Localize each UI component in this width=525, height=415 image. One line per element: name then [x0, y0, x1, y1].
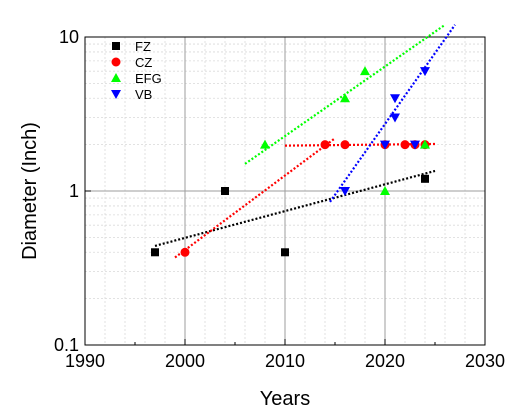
data-point-efg: [380, 186, 390, 195]
x-tick-label: 2020: [365, 351, 405, 371]
trend-line-cz: [284, 142, 436, 147]
data-point-vb: [420, 67, 430, 77]
data-point-efg: [360, 66, 370, 76]
legend-label-efg: EFG: [135, 71, 162, 86]
y-tick-label: 1: [69, 181, 79, 201]
x-axis-title: Years: [260, 388, 310, 410]
y-tick-label: 0.1: [54, 335, 79, 355]
data-point-cz: [180, 247, 190, 257]
y-tick-label: 10: [59, 27, 79, 47]
data-point-efg: [260, 139, 270, 149]
data-point-efg: [340, 93, 350, 103]
data-points: [151, 66, 430, 257]
trend-line-fz: [154, 169, 436, 247]
data-point-fz: [151, 248, 159, 257]
x-tick-label: 1990: [65, 351, 105, 371]
data-point-fz: [221, 187, 229, 195]
data-point-vb: [340, 187, 350, 196]
data-point-fz: [421, 174, 429, 183]
data-point-vb: [390, 94, 400, 104]
data-point-efg: [420, 139, 430, 149]
axis-ticks: 1990 2000 2010 2020 2030 0.1 1 10: [54, 27, 505, 371]
x-tick-label: 2000: [165, 351, 205, 371]
data-point-vb: [380, 140, 390, 150]
data-point-cz: [340, 140, 350, 150]
data-point-cz: [400, 140, 410, 150]
data-point-fz: [281, 248, 289, 257]
legend-marker-cz: [111, 57, 121, 67]
legend-marker-fz: [112, 42, 120, 50]
y-axis-title: Diameter (Inch): [19, 122, 41, 260]
legend-marker-efg: [111, 73, 121, 82]
legend-label-fz: FZ: [135, 39, 151, 54]
x-tick-label: 2030: [465, 351, 505, 371]
x-tick-label: 2010: [265, 351, 305, 371]
legend-label-cz: CZ: [135, 55, 152, 70]
trend-line-vb: [329, 24, 456, 203]
trend-line-cz: [174, 137, 336, 259]
legend-label-vb: VB: [135, 87, 152, 102]
data-point-vb: [390, 113, 400, 123]
data-point-vb: [410, 140, 420, 150]
data-point-cz: [320, 140, 330, 150]
legend-marker-vb: [111, 90, 121, 99]
